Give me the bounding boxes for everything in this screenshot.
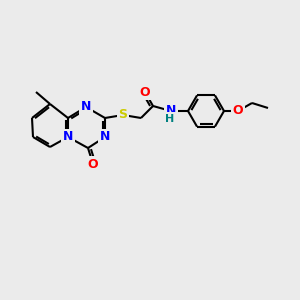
Text: N: N: [81, 100, 91, 113]
Text: O: O: [233, 104, 243, 118]
Text: N: N: [166, 104, 176, 118]
Text: S: S: [118, 109, 127, 122]
Text: H: H: [165, 114, 175, 124]
Text: O: O: [140, 85, 150, 98]
Text: N: N: [100, 130, 110, 143]
Text: N: N: [63, 130, 73, 143]
Text: O: O: [88, 158, 98, 170]
